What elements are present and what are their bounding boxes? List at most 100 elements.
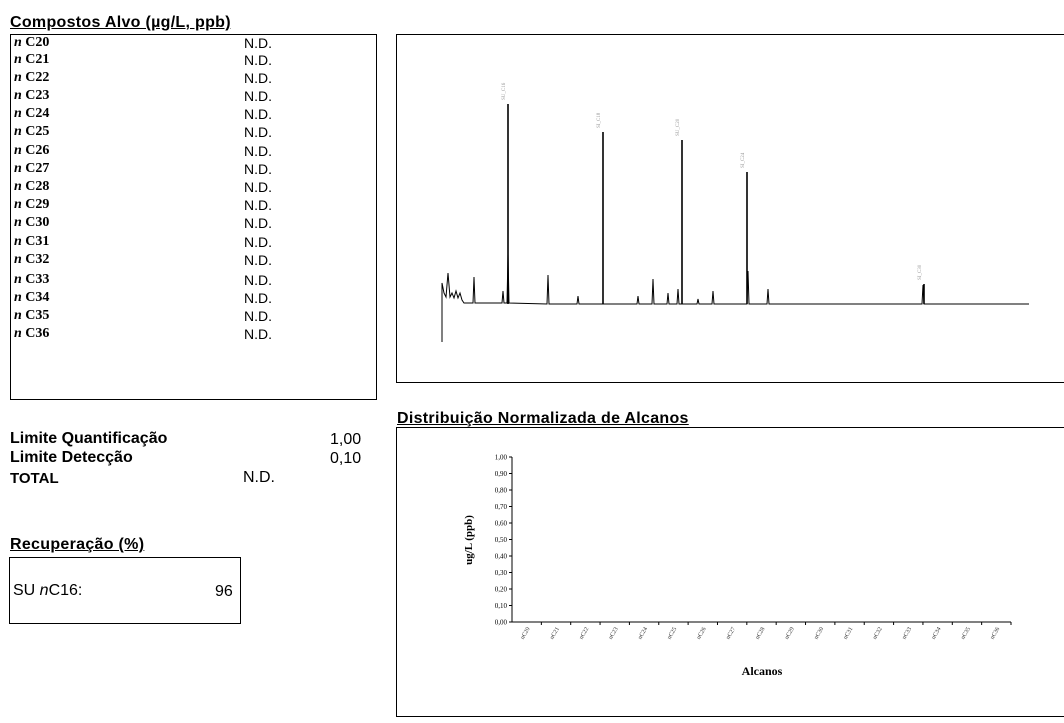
compound-prefix: n <box>14 308 22 323</box>
compound-value: N.D. <box>244 326 272 342</box>
compound-prefix: n <box>14 252 22 267</box>
compound-label: C21 <box>21 52 50 67</box>
compound-name: n C23 <box>14 88 49 104</box>
distribution-chart-svg: 0,00 0,10 0,20 0,30 0,40 0,50 0,60 0,70 0,80 0,90… <box>463 454 1012 678</box>
x-tick-label: nC20 <box>520 626 532 640</box>
compound-label: C22 <box>21 70 50 85</box>
compound-row: n C29 N.D. <box>11 197 376 214</box>
y-tick-label: 0,60 <box>495 520 508 528</box>
x-tick-label: nC36 <box>990 626 1002 640</box>
compound-prefix: n <box>14 35 22 50</box>
compound-prefix: n <box>14 70 22 85</box>
y-tick-label: 1,00 <box>495 454 508 462</box>
y-tick-label: 0,00 <box>495 619 508 627</box>
x-tick-label: nC27 <box>725 626 737 640</box>
compound-label: C33 <box>21 272 50 287</box>
compound-value: N.D. <box>244 52 272 68</box>
compound-label: C35 <box>21 308 50 323</box>
recovery-label-suffix: C16: <box>48 582 83 599</box>
compound-label: C24 <box>21 106 50 121</box>
compounds-title: Compostos Alvo (µg/L, ppb) <box>10 14 231 31</box>
y-axis-title: ug/L (ppb) <box>463 515 475 565</box>
compound-row: n C28 N.D. <box>11 179 376 196</box>
compound-value: N.D. <box>244 308 272 324</box>
compound-row: n C36 N.D. <box>11 326 376 343</box>
compound-name: n C34 <box>14 290 49 306</box>
compound-row: n C20 N.D. <box>11 35 376 52</box>
chromatogram-panel: SU_C16 SI_C18 SU_C20 SI_C24 SI_C30 <box>396 34 1064 383</box>
quant-limit-label: Limite Quantificação <box>10 430 168 447</box>
x-tick-label: nC22 <box>579 626 591 640</box>
compound-prefix: n <box>14 143 22 158</box>
compound-value: N.D. <box>244 234 272 250</box>
compound-label: C20 <box>21 35 50 50</box>
x-tick-label: nC25 <box>667 626 679 640</box>
compound-value: N.D. <box>244 70 272 86</box>
y-tick-label: 0,40 <box>495 553 508 561</box>
compound-prefix: n <box>14 272 22 287</box>
compound-row: n C30 N.D. <box>11 215 376 232</box>
compound-name: n C32 <box>14 252 49 268</box>
compound-name: n C36 <box>14 326 49 342</box>
compound-value: N.D. <box>244 106 272 122</box>
compound-row: n C23 N.D. <box>11 88 376 105</box>
chromatogram-svg: SU_C16 SI_C18 SU_C20 SI_C24 SI_C30 <box>441 82 1029 342</box>
x-tick-label: nC34 <box>931 626 943 640</box>
compound-label: C26 <box>21 143 50 158</box>
y-tick-label: 0,10 <box>495 602 508 610</box>
compound-prefix: n <box>14 88 22 103</box>
compound-value: N.D. <box>244 197 272 213</box>
compound-name: n C22 <box>14 70 49 86</box>
compound-name: n C24 <box>14 106 49 122</box>
x-tick-label: nC23 <box>608 626 620 640</box>
x-tick-label: nC29 <box>784 626 796 640</box>
compound-label: C23 <box>21 88 50 103</box>
compound-name: n C25 <box>14 124 49 140</box>
peak-label: SU_C16 <box>502 82 507 100</box>
peak-label: SI_C24 <box>741 152 746 168</box>
compound-value: N.D. <box>244 161 272 177</box>
compound-label: C32 <box>21 252 50 267</box>
peak-label: SI_C30 <box>918 264 923 280</box>
compound-name: n C30 <box>14 215 49 231</box>
compound-row: n C34 N.D. <box>11 290 376 307</box>
compound-row: n C32 N.D. <box>11 252 376 269</box>
recovery-value: 96 <box>215 583 233 600</box>
x-tick-label: nC31 <box>843 626 855 640</box>
compound-prefix: n <box>14 215 22 230</box>
total-value: N.D. <box>243 469 275 486</box>
compound-value: N.D. <box>244 88 272 104</box>
compound-row: n C35 N.D. <box>11 308 376 325</box>
x-tick-label: nC21 <box>549 626 561 640</box>
x-tick-label: nC32 <box>872 626 884 640</box>
compound-prefix: n <box>14 234 22 249</box>
recovery-title: Recuperação (%) <box>10 536 145 553</box>
compound-label: C31 <box>21 234 50 249</box>
compound-value: N.D. <box>244 290 272 306</box>
compound-value: N.D. <box>244 215 272 231</box>
compound-row: n C25 N.D. <box>11 124 376 141</box>
compounds-table: n C20 N.D. n C21 N.D. n C22 N.D. n C23 N.D. n C2… <box>10 34 377 400</box>
compound-value: N.D. <box>244 143 272 159</box>
y-tick-label: 0,70 <box>495 503 508 511</box>
recovery-label-prefix: SU <box>13 582 40 599</box>
compound-prefix: n <box>14 161 22 176</box>
compound-prefix: n <box>14 290 22 305</box>
y-tick-label: 0,90 <box>495 470 508 478</box>
y-tick-label: 0,80 <box>495 487 508 495</box>
compound-name: n C20 <box>14 35 49 51</box>
x-tick-label: nC30 <box>813 626 825 640</box>
x-tick-label: nC28 <box>755 626 767 640</box>
compound-prefix: n <box>14 124 22 139</box>
compound-name: n C28 <box>14 179 49 195</box>
compound-row: n C21 N.D. <box>11 52 376 69</box>
compound-label: C36 <box>21 326 50 341</box>
distribution-title: Distribuição Normalizada de Alcanos <box>397 410 689 427</box>
x-axis-title: Alcanos <box>742 664 783 678</box>
compound-value: N.D. <box>244 272 272 288</box>
compound-label: C25 <box>21 124 50 139</box>
compound-label: C29 <box>21 197 50 212</box>
compound-name: n C33 <box>14 272 49 288</box>
compound-row: n C27 N.D. <box>11 161 376 178</box>
compound-row: n C33 N.D. <box>11 272 376 289</box>
